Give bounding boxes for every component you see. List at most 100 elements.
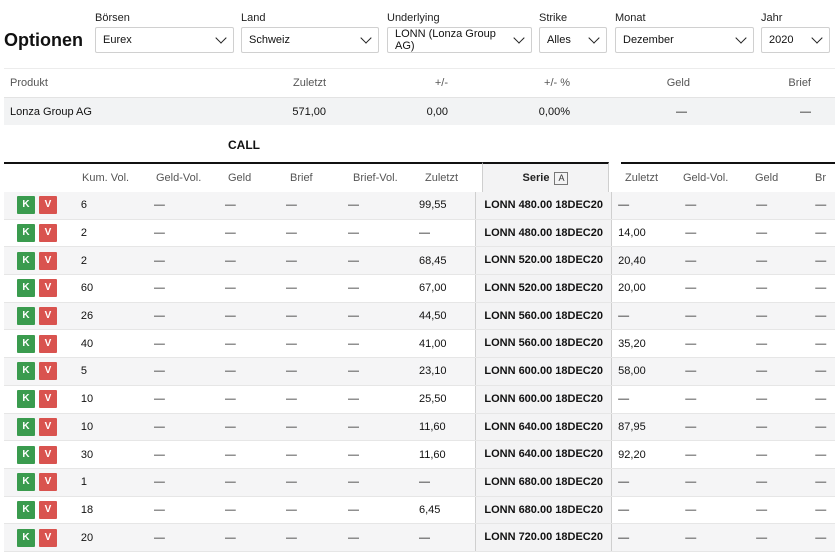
put-geld-vol: — <box>685 476 697 489</box>
sell-button[interactable]: V <box>39 417 57 436</box>
table-row[interactable]: K V 10— — — —11,60 LONN 640.00 18DEC20 87,95— — — <box>4 413 835 442</box>
put-geld: — <box>756 282 768 295</box>
boersen-select-value: Eurex <box>103 34 132 46</box>
serie-link[interactable]: LONN 480.00 18DEC20 <box>475 219 613 247</box>
put-brief: — <box>815 254 827 267</box>
sell-button[interactable]: V <box>39 251 57 270</box>
call-brief-vol: — <box>347 531 359 544</box>
serie-link[interactable]: LONN 600.00 18DEC20 <box>475 358 613 385</box>
monat-select[interactable]: Dezember <box>615 27 754 53</box>
serie-link[interactable]: LONN 560.00 18DEC20 <box>475 302 613 330</box>
serie-link[interactable]: LONN 640.00 18DEC20 <box>475 413 613 441</box>
table-row[interactable]: K V 5— — — —23,10 LONN 600.00 18DEC20 58,00— — — <box>4 358 835 386</box>
put-geld: — <box>756 310 768 323</box>
sell-button[interactable]: V <box>39 528 57 547</box>
header-kum-vol: Kum. Vol. <box>82 172 130 184</box>
serie-link[interactable]: LONN 720.00 18DEC20 <box>475 524 613 551</box>
sell-button[interactable]: V <box>39 500 57 519</box>
table-row[interactable]: K V 40— — — —41,00 LONN 560.00 18DEC20 35,20— — — <box>4 330 835 359</box>
sell-button[interactable]: V <box>39 362 57 381</box>
land-select[interactable]: Schweiz <box>241 27 379 53</box>
table-row[interactable]: K V 26— — — —44,50 LONN 560.00 18DEC20— — — — <box>4 302 835 331</box>
serie-link[interactable]: LONN 680.00 18DEC20 <box>475 496 613 524</box>
call-kum-vol: 18 <box>80 503 94 516</box>
put-geld-vol: — <box>685 448 697 461</box>
call-geld-vol: — <box>153 448 165 461</box>
sell-button[interactable]: V <box>39 196 57 215</box>
table-row[interactable]: K V 18— — — —6,45 LONN 680.00 18DEC20— — — — <box>4 496 835 525</box>
header-put-geld: Geld <box>755 172 779 184</box>
sort-a-icon[interactable]: A <box>554 171 569 185</box>
table-row[interactable]: K V 20— — — — — LONN 720.00 18DEC20— — — — <box>4 524 835 552</box>
serie-link[interactable]: LONN 560.00 18DEC20 <box>475 330 613 358</box>
sell-button[interactable]: V <box>39 445 57 464</box>
chevron-down-icon <box>811 32 823 44</box>
sell-button[interactable]: V <box>39 390 57 409</box>
put-zuletzt: — <box>618 531 630 544</box>
call-brief-vol: — <box>347 476 359 489</box>
boersen-select[interactable]: Eurex <box>95 27 234 53</box>
sell-button[interactable]: V <box>39 224 57 243</box>
buy-button[interactable]: K <box>17 445 35 464</box>
call-geld: — <box>224 503 236 516</box>
buy-button[interactable]: K <box>17 473 35 492</box>
buy-button[interactable]: K <box>17 279 35 298</box>
serie-link[interactable]: LONN 480.00 18DEC20 <box>475 192 613 219</box>
product-table: Produkt Zuletzt +/- +/- % Geld Brief Lon… <box>4 68 835 125</box>
serie-link[interactable]: LONN 680.00 18DEC20 <box>475 468 613 496</box>
buy-button[interactable]: K <box>17 390 35 409</box>
product-name[interactable]: Lonza Group AG <box>10 105 92 118</box>
product-row[interactable]: Lonza Group AG 571,00 0,00 0,00% — — <box>4 98 835 125</box>
buy-button[interactable]: K <box>17 417 35 436</box>
sell-button[interactable]: V <box>39 334 57 353</box>
put-geld-vol: — <box>685 503 697 516</box>
header-serie[interactable]: Serie A <box>482 162 609 192</box>
call-geld-vol: — <box>153 503 165 516</box>
buy-button[interactable]: K <box>17 224 35 243</box>
serie-link[interactable]: LONN 640.00 18DEC20 <box>475 441 613 468</box>
buy-button[interactable]: K <box>17 307 35 326</box>
put-geld-vol: — <box>685 531 697 544</box>
filter-strike: Strike Alles <box>539 10 607 53</box>
filter-strike-label: Strike <box>539 12 568 24</box>
put-geld: — <box>756 199 768 212</box>
call-geld-vol: — <box>153 227 165 240</box>
buy-button[interactable]: K <box>17 334 35 353</box>
sell-button[interactable]: V <box>39 279 57 298</box>
sell-button[interactable]: V <box>39 307 57 326</box>
call-kum-vol: 26 <box>80 310 94 323</box>
serie-link[interactable]: LONN 520.00 18DEC20 <box>475 247 613 275</box>
underlying-select[interactable]: LONN (Lonza Group AG) <box>387 27 532 53</box>
table-row[interactable]: K V 6— — — —99,55 LONN 480.00 18DEC20— — — — <box>4 192 835 220</box>
call-zuletzt: — <box>418 227 430 240</box>
product-last: 571,00 <box>292 105 326 118</box>
strike-select[interactable]: Alles <box>539 27 607 53</box>
table-row[interactable]: K V 10— — — —25,50 LONN 600.00 18DEC20— — — — <box>4 385 835 414</box>
put-geld-vol: — <box>685 420 697 433</box>
serie-link[interactable]: LONN 520.00 18DEC20 <box>475 275 613 302</box>
table-row[interactable]: K V 30— — — —11,60 LONN 640.00 18DEC20 92,20— — — <box>4 441 835 469</box>
buy-button[interactable]: K <box>17 196 35 215</box>
serie-link[interactable]: LONN 600.00 18DEC20 <box>475 385 613 413</box>
chevron-down-icon <box>360 32 372 44</box>
put-brief: — <box>815 365 827 378</box>
buy-button[interactable]: K <box>17 500 35 519</box>
buy-button[interactable]: K <box>17 362 35 381</box>
put-brief: — <box>815 282 827 295</box>
buy-button[interactable]: K <box>17 251 35 270</box>
put-header-group: Zuletzt Geld-Vol. Geld Br <box>621 162 835 192</box>
sell-button[interactable]: V <box>39 473 57 492</box>
product-change: 0,00 <box>426 105 448 118</box>
put-zuletzt: 20,00 <box>618 282 646 295</box>
jahr-select[interactable]: 2020 <box>761 27 830 53</box>
call-geld-vol: — <box>153 393 165 406</box>
table-row[interactable]: K V 60— — — —67,00 LONN 520.00 18DEC20 20,00— — — <box>4 275 835 303</box>
buy-button[interactable]: K <box>17 528 35 547</box>
table-row[interactable]: K V 1— — — — — LONN 680.00 18DEC20— — — — <box>4 468 835 497</box>
call-brief: — <box>285 254 297 267</box>
table-row[interactable]: K V 2— — — — — LONN 480.00 18DEC20 14,00— — — <box>4 219 835 248</box>
table-row[interactable]: K V 2— — — —68,45 LONN 520.00 18DEC20 20,40— — — <box>4 247 835 276</box>
